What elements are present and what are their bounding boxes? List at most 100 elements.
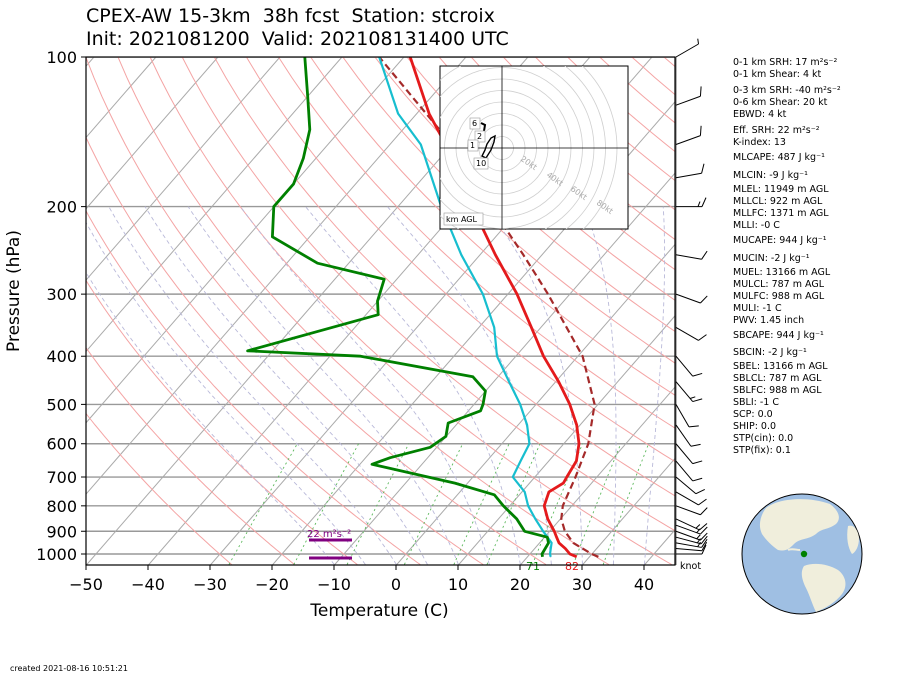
hodograph-height-box bbox=[469, 117, 481, 130]
wind-barb-half bbox=[696, 534, 701, 540]
moist-adiabat bbox=[108, 206, 397, 565]
wind-barb-staff bbox=[675, 542, 702, 548]
y-tick-label: 100 bbox=[46, 48, 77, 67]
moist-adiabat bbox=[144, 206, 428, 565]
wind-barb bbox=[675, 125, 702, 145]
isotherm bbox=[86, 57, 281, 281]
x-tick-label: −10 bbox=[317, 575, 351, 594]
index-line: Eff. SRH: 22 m²s⁻² bbox=[733, 125, 820, 136]
dry-adiabat bbox=[149, 57, 672, 565]
hodograph-height-label: 1 bbox=[470, 141, 475, 150]
index-line: MUCIN: -2 J kg⁻¹ bbox=[733, 253, 810, 264]
isotherm bbox=[458, 315, 675, 565]
wind-barb-half bbox=[697, 38, 700, 45]
wind-barb-staff bbox=[675, 518, 700, 531]
wind-barb bbox=[675, 293, 708, 304]
wind-barb-full bbox=[701, 250, 708, 260]
wind-barb-staff bbox=[675, 424, 692, 447]
x-axis-label: Temperature (C) bbox=[309, 601, 448, 621]
index-line: 0-3 km SRH: -40 m²s⁻² bbox=[733, 85, 841, 96]
wind-barb-staff bbox=[675, 355, 694, 377]
y-tick-label: 200 bbox=[46, 198, 77, 217]
parcel-profile-line bbox=[378, 57, 599, 558]
index-line: MULI: -1 C bbox=[733, 303, 782, 314]
surface-dewpoint-label: 71 bbox=[526, 560, 540, 573]
chart-title-line2: Init: 2021081200 Valid: 202108131400 UTC bbox=[86, 28, 509, 50]
wind-barb bbox=[675, 404, 699, 428]
index-line: SBLFC: 988 m AGL bbox=[733, 385, 822, 396]
index-line: MLLFC: 1371 m AGL bbox=[733, 208, 829, 219]
wind-barb bbox=[675, 250, 708, 260]
hodograph-trace-upper bbox=[480, 122, 487, 132]
temperature-profile-line bbox=[408, 57, 581, 559]
index-line: SBLI: -1 C bbox=[733, 397, 779, 408]
wind-unit-label: knot bbox=[680, 561, 701, 572]
wind-barb-half bbox=[695, 524, 701, 529]
wind-barb bbox=[675, 491, 707, 506]
index-line: 0-1 km SRH: 17 m²s⁻² bbox=[733, 57, 838, 68]
wind-barb-full bbox=[698, 334, 707, 341]
index-line: SBCIN: -2 J kg⁻¹ bbox=[733, 347, 807, 358]
wind-barb-full bbox=[699, 125, 702, 136]
wind-barb-half bbox=[697, 541, 701, 548]
wind-barb bbox=[675, 538, 708, 548]
wind-barb-staff bbox=[675, 172, 702, 179]
y-axis-label: Pressure (hPa) bbox=[4, 230, 24, 352]
dry-adiabat bbox=[86, 209, 421, 565]
wind-barb-staff bbox=[675, 43, 699, 58]
isotherm bbox=[86, 57, 343, 353]
index-line: MLCIN: -9 J kg⁻¹ bbox=[733, 170, 808, 181]
wind-barb bbox=[675, 541, 708, 552]
wind-barb-staff bbox=[675, 135, 701, 145]
globe-land-south-america bbox=[801, 563, 846, 612]
dry-adiabat bbox=[181, 57, 675, 532]
wind-barb-full bbox=[692, 372, 703, 377]
globe-land-north-america bbox=[759, 499, 839, 551]
isotherm bbox=[86, 57, 405, 424]
y-tick-label: 1000 bbox=[36, 545, 77, 564]
hodograph-height-box bbox=[467, 139, 479, 152]
mixing-ratio-line bbox=[486, 443, 541, 565]
x-tick-label: 30 bbox=[572, 575, 592, 594]
index-line: MULFC: 988 m AGL bbox=[733, 291, 825, 302]
wind-barb-full bbox=[700, 295, 708, 304]
index-line: MLCAPE: 487 J kg⁻¹ bbox=[733, 152, 825, 163]
wind-barb-staff bbox=[675, 254, 702, 260]
x-tick-label: −20 bbox=[255, 575, 289, 594]
y-tick-label: 800 bbox=[46, 497, 77, 516]
index-line: 0-6 km Shear: 20 kt bbox=[733, 97, 828, 108]
wind-barb-full bbox=[695, 488, 705, 495]
wind-barb-full bbox=[701, 544, 707, 555]
mixing-ratio-line bbox=[403, 443, 464, 565]
index-line: MULCL: 787 m AGL bbox=[733, 279, 825, 290]
index-line: STP(cin): 0.0 bbox=[733, 433, 794, 444]
wind-barb-full bbox=[692, 460, 703, 465]
x-tick-label: 40 bbox=[634, 575, 654, 594]
mixing-ratio-line bbox=[531, 443, 584, 565]
index-line: MUEL: 13166 m AGL bbox=[733, 267, 831, 278]
wind-barb-staff bbox=[675, 326, 699, 341]
hodograph-unit-box bbox=[443, 212, 484, 226]
mixing-ratio-line bbox=[572, 443, 622, 565]
wind-barb bbox=[675, 518, 708, 531]
index-line: MUCAPE: 944 J kg⁻¹ bbox=[733, 235, 827, 246]
location-globe bbox=[741, 493, 863, 615]
wind-barb-staff bbox=[675, 476, 697, 495]
x-tick-label: −30 bbox=[193, 575, 227, 594]
x-tick-label: −40 bbox=[131, 575, 165, 594]
dry-adiabat bbox=[310, 57, 675, 396]
wind-barb-full bbox=[700, 526, 708, 535]
wind-barb bbox=[675, 38, 700, 58]
wind-barb bbox=[675, 381, 703, 403]
created-timestamp: created 2021-08-16 10:51:21 bbox=[10, 664, 128, 673]
wind-barb bbox=[675, 163, 705, 179]
mixing-ratio-line bbox=[602, 443, 650, 565]
wind-barb-full bbox=[700, 532, 708, 541]
moist-adiabat bbox=[240, 206, 490, 565]
hodograph-trace bbox=[481, 134, 496, 159]
index-line: PWV: 1.45 inch bbox=[733, 315, 805, 326]
index-line: STP(fix): 0.1 bbox=[733, 445, 791, 456]
y-tick-label: 700 bbox=[46, 468, 77, 487]
wind-barb-staff bbox=[675, 381, 694, 402]
